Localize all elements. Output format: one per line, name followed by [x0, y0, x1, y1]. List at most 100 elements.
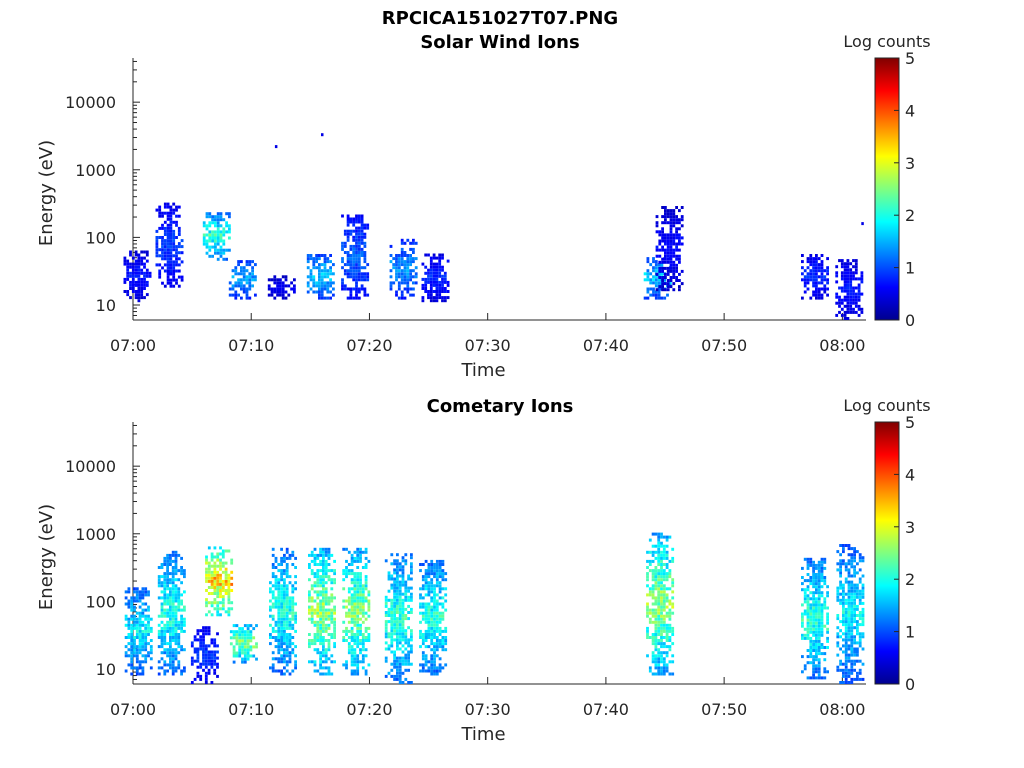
heatmap-cell: [658, 239, 662, 243]
heatmap-cell: [661, 227, 664, 231]
heatmap-cell: [853, 586, 856, 590]
heatmap-cell: [352, 217, 356, 221]
heatmap-cell: [319, 651, 322, 655]
heatmap-cell: [675, 233, 678, 237]
heatmap-cell: [396, 635, 399, 639]
heatmap-cell: [312, 260, 316, 264]
heatmap-cell: [384, 601, 388, 605]
heatmap-cell: [361, 590, 365, 594]
heatmap-cell: [410, 562, 413, 566]
heatmap-cell: [356, 672, 360, 676]
heatmap-cell: [403, 241, 407, 245]
heatmap-cell: [441, 572, 445, 576]
heatmap-cell: [237, 278, 240, 282]
heatmap-cell: [285, 605, 289, 609]
heatmap-cell: [359, 617, 362, 621]
heatmap-cell: [353, 550, 357, 554]
heatmap-cell: [356, 559, 360, 563]
heatmap-cell: [270, 278, 274, 282]
heatmap-cell: [274, 581, 278, 585]
heatmap-cell: [163, 672, 167, 676]
heatmap-cell: [847, 632, 851, 636]
heatmap-cell: [216, 242, 220, 246]
heatmap-cell: [646, 296, 650, 300]
heatmap-cell: [216, 570, 220, 574]
heatmap-cell: [651, 553, 655, 557]
heatmap-cell: [163, 284, 167, 288]
heatmap-cell: [149, 648, 153, 652]
heatmap-cell: [850, 641, 854, 645]
heatmap-cell: [678, 272, 681, 276]
heatmap-cell: [313, 584, 317, 588]
heatmap-cell: [310, 553, 314, 557]
heatmap-cell: [835, 301, 839, 305]
heatmap-cell: [424, 287, 428, 290]
heatmap-cell: [346, 275, 350, 279]
heatmap-cell: [654, 260, 658, 264]
heatmap-cell: [219, 592, 222, 595]
heatmap-cell: [853, 650, 856, 654]
heatmap-cell: [654, 293, 658, 297]
heatmap-cell: [393, 638, 396, 642]
heatmap-cell: [812, 591, 815, 595]
heatmap-cell: [269, 605, 272, 609]
heatmap-cell: [327, 608, 331, 612]
heatmap-cell: [401, 583, 405, 587]
heatmap-cell: [127, 599, 131, 603]
heatmap-cell: [214, 230, 217, 234]
heatmap-cell: [662, 663, 666, 667]
heatmap-cell: [820, 627, 824, 631]
heatmap-cell: [280, 559, 283, 563]
heatmap-cell: [324, 617, 328, 621]
heatmap-cell: [398, 641, 402, 645]
heatmap-cell: [400, 293, 404, 297]
heatmap-cell: [310, 559, 314, 563]
heatmap-cell: [294, 581, 297, 585]
heatmap-cell: [177, 553, 181, 557]
heatmap-cell: [144, 623, 148, 627]
heatmap-cell: [171, 599, 175, 603]
heatmap-cell: [839, 620, 842, 624]
heatmap-cell: [169, 642, 172, 646]
heatmap-cell: [345, 605, 348, 609]
heatmap-cell: [207, 592, 211, 595]
heatmap-cell: [345, 572, 348, 576]
heatmap-cell: [844, 650, 848, 654]
heatmap-cell: [175, 223, 178, 227]
heatmap-cell: [820, 566, 824, 570]
heatmap-cell: [654, 587, 658, 591]
heatmap-cell: [333, 572, 336, 576]
heatmap-cell: [193, 650, 197, 654]
heatmap-cell: [430, 657, 434, 661]
heatmap-cell: [177, 242, 181, 246]
heatmap-cell: [147, 608, 150, 612]
heatmap-cell: [138, 666, 142, 670]
heatmap-cell: [355, 232, 358, 236]
heatmap-cell: [147, 626, 150, 630]
heatmap-cell: [421, 669, 425, 673]
heatmap-cell: [225, 230, 228, 234]
heatmap-cell: [135, 590, 139, 594]
heatmap-cell: [651, 620, 655, 624]
heatmap-cell: [842, 620, 845, 624]
heatmap-cell: [660, 563, 663, 566]
heatmap-cell: [658, 276, 662, 279]
heatmap-cell: [803, 667, 807, 671]
heatmap-cell: [401, 623, 405, 627]
heatmap-cell: [664, 272, 667, 276]
heatmap-cell: [208, 248, 212, 252]
heatmap-cell: [849, 286, 853, 290]
heatmap-cell: [666, 245, 670, 249]
heatmap-cell: [350, 672, 354, 676]
heatmap-cell: [248, 275, 252, 279]
heatmap-cell: [384, 626, 388, 630]
heatmap-cell: [313, 599, 317, 603]
heatmap-cell: [839, 592, 842, 596]
heatmap-cell: [291, 617, 295, 621]
heatmap-cell: [204, 677, 208, 681]
heatmap-cell: [856, 589, 859, 593]
heatmap-cell: [421, 277, 425, 281]
heatmap-cell: [815, 630, 818, 634]
heatmap-cell: [324, 666, 328, 670]
heatmap-cell: [324, 602, 328, 606]
